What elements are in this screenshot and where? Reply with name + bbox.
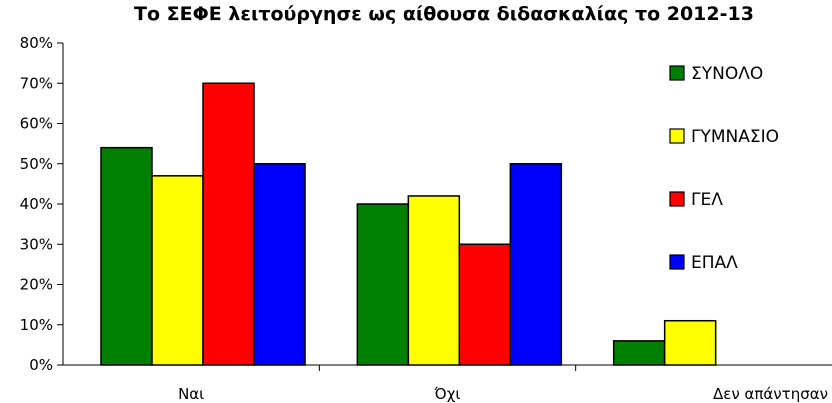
y-tick-label: 70% [20, 74, 53, 92]
y-tick-label: 10% [20, 316, 53, 334]
y-tick-label: 50% [20, 155, 53, 173]
bar [202, 82, 255, 366]
y-tick-label: 20% [20, 276, 53, 294]
bar [407, 195, 461, 366]
y-tick-label: 40% [20, 195, 53, 213]
bar [100, 146, 153, 366]
x-category-label: Δεν απάντησαν [713, 385, 828, 403]
legend-swatch [669, 191, 685, 207]
bar [458, 243, 512, 366]
y-tick-label: 0% [29, 356, 53, 374]
bar [663, 319, 717, 366]
bar [356, 203, 410, 366]
bars [100, 82, 717, 366]
x-axis: Ναι Όχι Δεν απάντησαν [63, 364, 832, 403]
legend-label: ΓΕΛ [691, 190, 723, 210]
x-category-label: Ναι [178, 385, 204, 403]
legend-label: ΕΠΑΛ [691, 253, 738, 273]
legend: ΣΥΝΟΛΟ ΓΥΜΝΑΣΙΟ ΓΕΛ ΕΠΑΛ [669, 64, 779, 273]
bar [253, 163, 306, 366]
bar [612, 340, 666, 366]
legend-swatch [669, 65, 685, 81]
y-tick-label: 80% [20, 34, 53, 52]
x-category-label: Όχι [434, 385, 461, 403]
legend-swatch [669, 254, 685, 270]
y-axis: 0% 10% 20% 30% 40% 50% 60% 70% 80% [20, 34, 64, 374]
chart-title: Το ΣΕΦΕ λειτούργησε ως αίθουσα διδασκαλί… [134, 3, 754, 25]
y-tick-label: 30% [20, 235, 53, 253]
legend-label: ΓΥΜΝΑΣΙΟ [691, 127, 779, 147]
legend-label: ΣΥΝΟΛΟ [691, 64, 763, 84]
y-tick-label: 60% [20, 115, 53, 133]
bar [151, 175, 204, 366]
legend-swatch [669, 128, 685, 144]
bar [509, 163, 563, 366]
